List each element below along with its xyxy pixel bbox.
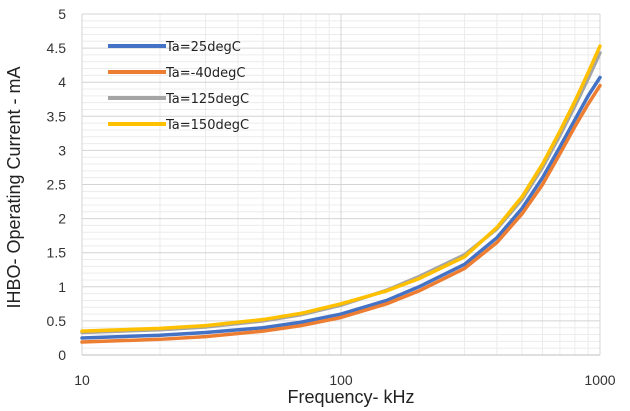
y-tick-label: 3 <box>58 142 66 158</box>
y-tick-label: 5 <box>58 6 66 22</box>
y-tick-label: 3.5 <box>47 108 67 124</box>
y-tick-label: 1 <box>58 279 66 295</box>
y-tick-label: 4.5 <box>47 40 67 56</box>
legend: Ta=25degC Ta=-40degC Ta=125degC Ta=150degC <box>108 40 249 133</box>
grid <box>81 13 601 356</box>
legend-label: Ta=125degC <box>165 92 249 107</box>
y-tick-label: 2.5 <box>47 177 67 193</box>
y-axis-label: IHBO- Operating Current - mA <box>4 66 24 308</box>
ticks: 0 0.5 1 1.5 2 2.5 3 3.5 4 4.5 5 10 100 1000 <box>47 6 616 388</box>
y-tick-label: 0.5 <box>47 313 67 329</box>
x-tick-label: 10 <box>74 372 90 388</box>
legend-label: Ta=150degC <box>165 118 249 133</box>
y-tick-label: 0 <box>58 347 66 363</box>
y-tick-label: 1.5 <box>47 245 67 261</box>
legend-label: Ta=-40degC <box>165 66 245 81</box>
series-group <box>80 44 602 344</box>
series-line-ta-40degc <box>80 83 602 344</box>
x-tick-label: 100 <box>329 372 353 388</box>
x-tick-label: 1000 <box>584 372 615 388</box>
legend-label: Ta=25degC <box>165 40 241 55</box>
x-axis-label: Frequency- kHz <box>287 387 414 407</box>
y-tick-label: 4 <box>58 74 66 90</box>
series-line-ta-150degc <box>80 44 602 333</box>
series-line-ta-25degc <box>80 75 602 340</box>
y-tick-label: 2 <box>58 211 66 227</box>
